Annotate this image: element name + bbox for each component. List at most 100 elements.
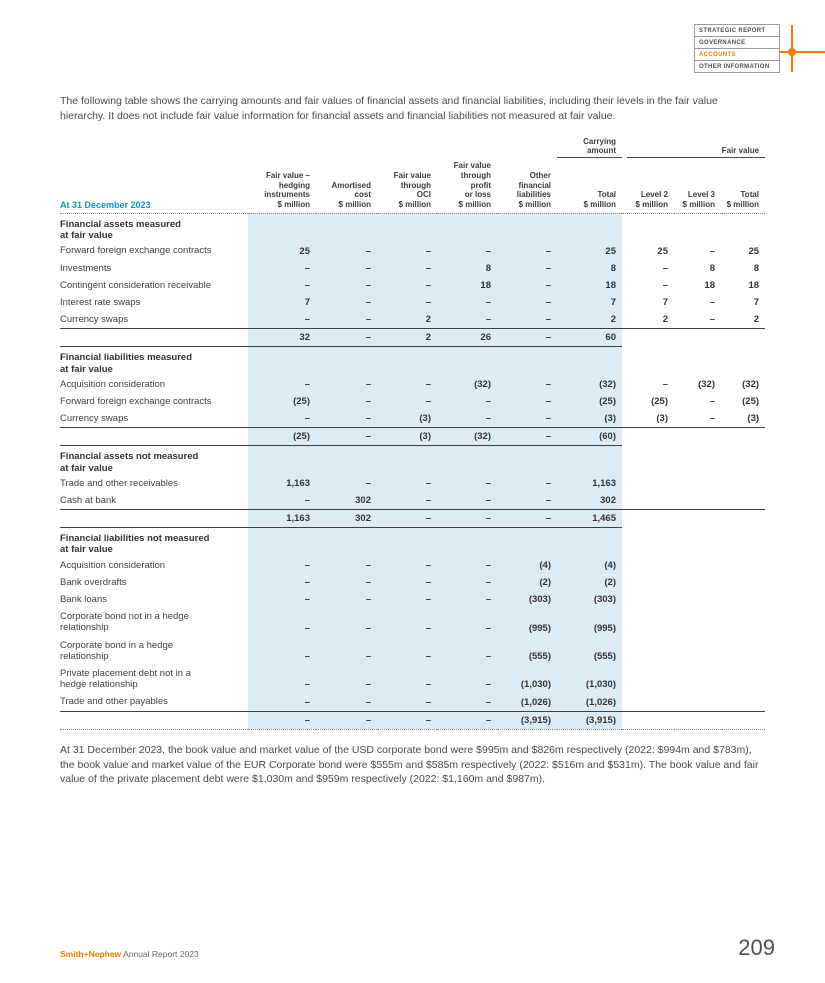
value-cell: (995) xyxy=(497,608,557,637)
value-cell xyxy=(674,492,721,510)
subtotal-cell: – xyxy=(497,328,557,348)
value-cell: (4) xyxy=(557,556,622,574)
value-cell xyxy=(721,591,765,608)
subtotal-row: 1,163 302– – –1,465 xyxy=(60,509,766,529)
column-header-row: At 31 December 2023 Fair value – hedging … xyxy=(60,158,766,214)
value-cell: – xyxy=(377,591,437,609)
subtotal-cell: (3) xyxy=(377,427,437,447)
value-cell: – xyxy=(316,573,377,591)
table-row: Bank loans – – – – (303) (303) xyxy=(60,591,765,609)
section-title: Financial assets not measured at fair va… xyxy=(60,451,199,474)
value-cell: – xyxy=(437,608,497,637)
value-cell: – xyxy=(316,636,377,666)
subtotal-cell xyxy=(721,328,766,347)
subtotal-label xyxy=(60,509,248,529)
value-cell: – xyxy=(248,573,316,591)
nav-marker-dot xyxy=(788,48,796,56)
column-header: Total $ million xyxy=(557,158,622,214)
value-cell: 7 xyxy=(662,297,668,309)
value-cell: – xyxy=(316,259,377,277)
value-cell: – xyxy=(248,608,316,637)
subtotal-row: – – – – (3,915) (3,915) xyxy=(60,710,766,730)
value-cell: (555) xyxy=(497,636,557,666)
subtotal-cell: – xyxy=(316,427,377,447)
nav-connector-line xyxy=(780,51,825,53)
value-cell xyxy=(622,475,674,492)
value-cell: 302 xyxy=(316,491,377,510)
section-title: Financial assets measured at fair value xyxy=(60,218,181,242)
section-header-row: Financial liabilities measured at fair v… xyxy=(60,346,765,376)
value-cell: – xyxy=(316,591,377,609)
column-header: Total $ million xyxy=(721,158,766,214)
value-cell: – xyxy=(709,413,715,425)
nav-other-information[interactable]: OTHER INFORMATION xyxy=(694,60,780,74)
subtotal-cell xyxy=(674,509,721,528)
table-body: Financial assets measured at fair value F… xyxy=(60,213,766,730)
value-cell: – xyxy=(316,693,377,712)
value-cell: 2 xyxy=(753,314,760,326)
value-cell: (32) xyxy=(742,378,760,390)
intro-paragraph: The following table shows the carrying a… xyxy=(60,95,718,122)
subtotal-cell: 26 xyxy=(437,328,497,348)
value-cell: – xyxy=(709,396,715,408)
footer-suffix: Annual Report 2023 xyxy=(121,949,199,959)
table-row: Currency swaps – – (3) – – (3) (3) – (3) xyxy=(60,410,765,428)
value-cell: (3) xyxy=(747,413,760,425)
value-cell: – xyxy=(497,491,557,510)
table-row: Trade and other payables – – – – (1,026) (1,02… xyxy=(60,693,765,712)
value-cell: (2) xyxy=(497,573,557,591)
value-cell: – xyxy=(316,608,377,637)
value-cell: – xyxy=(437,665,497,694)
value-cell: 2 xyxy=(662,314,668,326)
table-row: Cash at bank –302– – –302 xyxy=(60,491,765,510)
value-cell: – xyxy=(437,573,497,591)
value-cell xyxy=(721,557,765,574)
value-cell: (1,026) xyxy=(557,693,622,712)
value-cell: (32) xyxy=(698,378,715,390)
table-row: Bank overdrafts – – – – (2) (2) xyxy=(60,573,765,591)
section-header-row: Financial assets not measured at fair va… xyxy=(60,445,765,475)
value-cell: – xyxy=(709,297,715,309)
subtotal-cell: (3,915) xyxy=(497,710,557,730)
table-row: Contingent consideration receivable – – –18… xyxy=(60,276,765,294)
value-cell: 25 xyxy=(748,245,760,257)
value-cell xyxy=(622,637,674,665)
value-cell: – xyxy=(377,636,437,666)
value-cell xyxy=(622,574,674,591)
value-cell: – xyxy=(248,693,316,712)
value-cell: – xyxy=(248,491,316,510)
value-cell xyxy=(622,557,674,574)
row-label: Currency swaps xyxy=(60,314,129,326)
subtotal-cell xyxy=(622,328,674,347)
value-cell: – xyxy=(437,410,497,428)
value-cell: – xyxy=(248,636,316,666)
subtotal-cell: – xyxy=(437,710,497,730)
subtotal-cell xyxy=(674,427,721,446)
value-cell: – xyxy=(377,293,437,312)
value-cell: – xyxy=(248,259,316,277)
value-cell: 1,163 xyxy=(248,474,316,492)
value-cell: (4) xyxy=(497,556,557,574)
value-cell: – xyxy=(709,314,715,326)
value-cell: 2 xyxy=(557,311,622,329)
row-label: Investments xyxy=(60,262,112,274)
row-label: Cash at bank xyxy=(60,494,116,506)
value-cell xyxy=(622,608,674,636)
value-cell: – xyxy=(377,259,437,277)
value-cell: – xyxy=(377,375,437,393)
page-footer: Smith+Nephew Annual Report 2023 209 xyxy=(60,937,775,960)
value-cell: – xyxy=(497,293,557,312)
value-cell: 8 xyxy=(557,259,622,277)
value-cell: (1,030) xyxy=(497,665,557,694)
subtotal-cell: – xyxy=(497,427,557,447)
value-cell: – xyxy=(316,410,377,428)
value-cell: – xyxy=(437,556,497,574)
section-header-row: Financial liabilities not measured at fa… xyxy=(60,527,765,557)
value-cell xyxy=(622,591,674,608)
table-row: Acquisition consideration – – – – (4) (4) xyxy=(60,556,765,574)
value-cell xyxy=(622,665,674,693)
table-head: Carrying amount Fair value At 31 December … xyxy=(60,137,766,214)
value-cell: – xyxy=(662,378,668,390)
row-label: Corporate bond in a hedge relationship xyxy=(60,639,174,662)
